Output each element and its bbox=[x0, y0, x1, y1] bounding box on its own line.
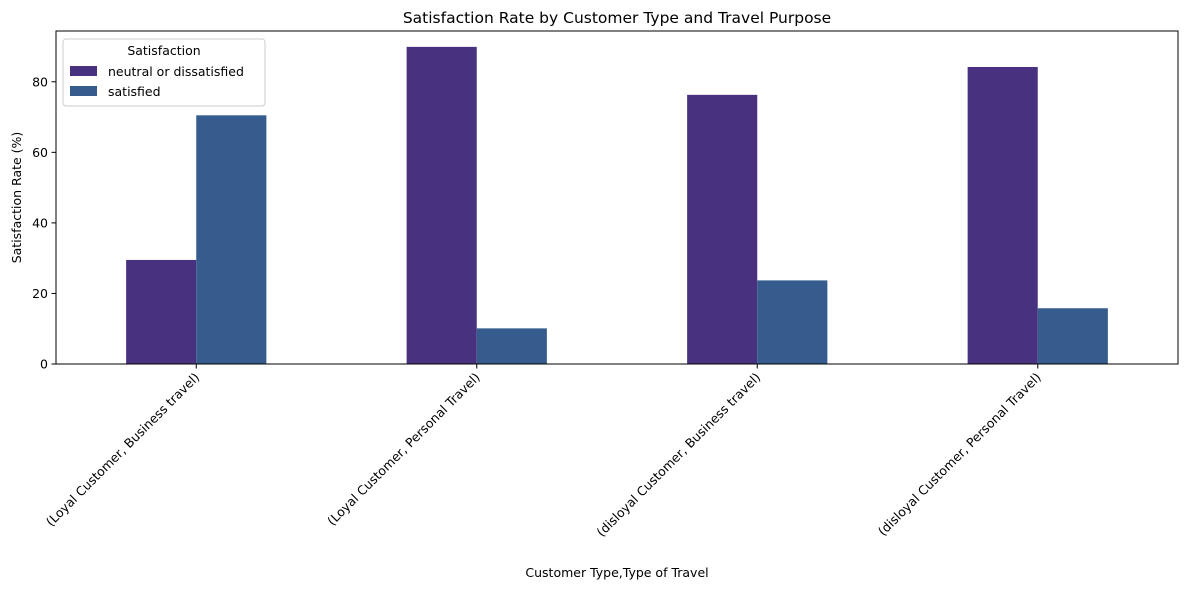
x-tick-label-1: (Loyal Customer, Personal Travel) bbox=[324, 370, 483, 529]
y-axis: 0 20 40 60 80 bbox=[32, 74, 56, 372]
bar-neutral-or-dissatisfied-2 bbox=[687, 94, 758, 365]
chart-title: Satisfaction Rate by Customer Type and T… bbox=[403, 9, 831, 27]
y-tick-label-2: 40 bbox=[32, 215, 48, 230]
legend-label-0: neutral or dissatisfied bbox=[108, 64, 244, 79]
legend-items: neutral or dissatisfied satisfied bbox=[70, 64, 244, 99]
legend-title: Satisfaction bbox=[127, 43, 200, 58]
bar-neutral-or-dissatisfied-0 bbox=[126, 259, 197, 364]
bar-satisfied-2 bbox=[757, 280, 828, 364]
legend: Satisfaction neutral or dissatisfied sati… bbox=[62, 38, 266, 107]
bar-neutral-or-dissatisfied-1 bbox=[406, 46, 477, 365]
bar-satisfied-1 bbox=[476, 328, 547, 364]
bar-neutral-or-dissatisfied-3 bbox=[967, 66, 1038, 365]
x-tick-label-3: (disloyal Customer, Personal Travel) bbox=[875, 370, 1044, 539]
x-tick-label-0: (Loyal Customer, Business travel) bbox=[43, 370, 203, 530]
legend-label-1: satisfied bbox=[108, 84, 161, 99]
bar-satisfied-0 bbox=[196, 115, 267, 365]
x-axis-label: Customer Type,Type of Travel bbox=[525, 565, 708, 580]
bars-group bbox=[126, 46, 1108, 365]
y-tick-label-3: 60 bbox=[32, 145, 48, 160]
plot-frame bbox=[55, 30, 1179, 365]
legend-box bbox=[62, 38, 266, 107]
y-tick-label-0: 0 bbox=[40, 357, 48, 372]
x-axis: (Loyal Customer, Business travel) (Loyal … bbox=[43, 364, 1044, 539]
y-tick-label-1: 20 bbox=[32, 286, 48, 301]
legend-swatch-1 bbox=[70, 86, 97, 96]
y-axis-label: Satisfaction Rate (%) bbox=[9, 132, 24, 264]
x-tick-label-2: (disloyal Customer, Business travel) bbox=[593, 370, 763, 540]
bar-satisfied-3 bbox=[1037, 308, 1108, 364]
legend-swatch-0 bbox=[70, 66, 97, 76]
y-tick-label-4: 80 bbox=[32, 74, 48, 89]
